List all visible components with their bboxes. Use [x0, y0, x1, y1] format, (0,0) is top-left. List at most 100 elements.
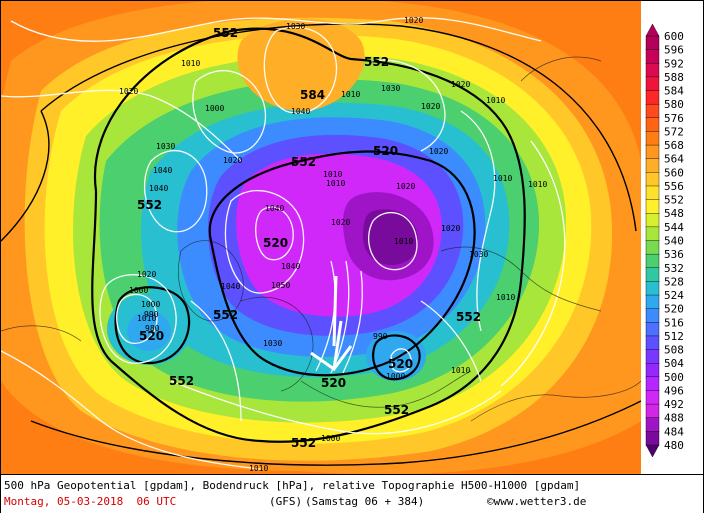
pressure-label: 1020 — [331, 218, 350, 227]
legend-swatch — [645, 267, 660, 283]
contour-label: 520 — [139, 329, 164, 343]
legend-label: 532 — [664, 262, 684, 275]
contour-label: 520 — [388, 357, 413, 371]
coastline-6 — [1, 325, 82, 342]
coastline-2 — [240, 297, 314, 392]
footer-model: (GFS) — [269, 495, 303, 508]
legend-label: 592 — [664, 57, 684, 70]
legend-label: 548 — [664, 207, 684, 220]
legend-label: 560 — [664, 166, 684, 179]
legend-swatch — [645, 349, 660, 364]
pressure-label: 1040 — [291, 107, 310, 116]
legend-label: 528 — [664, 275, 684, 288]
legend-label: 488 — [664, 412, 684, 425]
legend-label: 596 — [664, 44, 684, 57]
pressure-label: 1020 — [429, 147, 448, 156]
contour-label: 520 — [263, 236, 288, 250]
contour-labels: 552 552 552 552 552 552 552 552 552 520 … — [137, 26, 481, 450]
legend-label: 512 — [664, 330, 684, 343]
legend-label: 508 — [664, 344, 684, 357]
contour-536-south — [30, 400, 641, 466]
contour-536-outer — [40, 23, 637, 232]
legend-swatch — [645, 376, 660, 392]
wind-arrow — [310, 275, 353, 372]
pressure-label: 1010 — [486, 96, 505, 105]
pressure-label: 980 — [145, 324, 160, 333]
contour-label: 552 — [291, 155, 316, 169]
footer-date: Montag, 05-03-2018 06 UTC — [4, 495, 177, 508]
pressure-label: 1010 — [326, 179, 345, 188]
legend-swatch — [645, 213, 660, 228]
isobar-3 — [192, 70, 267, 154]
legend-swatch — [645, 103, 660, 119]
legend-label: 536 — [664, 248, 684, 261]
contour-label: 520 — [373, 144, 398, 158]
pressure-label: 1030 — [263, 339, 282, 348]
isobar-16 — [420, 300, 482, 382]
footer-run: (Samstag 06 + 384) — [305, 495, 425, 508]
pressure-label: 1020 — [396, 182, 415, 191]
pressure-label: 1000 — [205, 104, 224, 113]
isobar-6 — [224, 189, 305, 294]
legend-swatch — [645, 294, 660, 310]
coastline-5 — [470, 380, 641, 422]
pressure-label: 1000 — [129, 286, 148, 295]
field-484 — [363, 209, 418, 265]
isobar-18 — [500, 140, 566, 387]
legend-label: 580 — [664, 98, 684, 111]
isobar-7 — [255, 206, 294, 261]
legend-label: 584 — [664, 85, 684, 98]
pressure-label: 1040 — [221, 282, 240, 291]
isobar-4 — [263, 26, 338, 114]
legend-swatch — [645, 199, 660, 214]
legend-swatch — [645, 185, 660, 201]
isobar-1 — [10, 17, 542, 42]
pressure-label: 990 — [373, 332, 388, 341]
contour-label: 520 — [321, 376, 346, 390]
isobar-2 — [1, 89, 242, 162]
legend-swatch — [645, 90, 660, 105]
pressure-label: 1020 — [441, 224, 460, 233]
contour-label: 552 — [169, 374, 194, 388]
legend-swatch — [645, 390, 660, 405]
pressure-label: 1040 — [149, 184, 168, 193]
legend-swatch — [645, 322, 660, 337]
contour-west — [1, 110, 50, 242]
pressure-label: 1010 — [249, 464, 268, 473]
pressure-label: 1020 — [451, 80, 470, 89]
pressure-label: 1010 — [323, 170, 342, 179]
legend-label: 496 — [664, 384, 684, 397]
legend-swatch — [645, 308, 660, 323]
pressure-label: 1050 — [271, 281, 290, 290]
pressure-label: 1000 — [386, 372, 405, 381]
coastline-3 — [300, 370, 472, 408]
legend-swatch — [645, 76, 660, 92]
pressure-label: 1030 — [381, 84, 400, 93]
legend-label: 588 — [664, 71, 684, 84]
legend-label: 504 — [664, 357, 684, 370]
legend-swatch — [645, 363, 660, 378]
contour-label: 552 — [364, 55, 389, 69]
legend-swatch — [645, 63, 660, 78]
legend-label: 540 — [664, 235, 684, 248]
coastline-7 — [520, 56, 602, 82]
field-low-west-inner — [127, 311, 171, 351]
isobar-20 — [370, 59, 446, 152]
legend-label: 556 — [664, 180, 684, 193]
legend-swatch — [645, 403, 660, 419]
contour-label: 552 — [213, 26, 238, 40]
isobar-13 — [99, 274, 177, 364]
legend-swatch — [645, 144, 660, 160]
contour-label: 552 — [137, 198, 162, 212]
isobar-19 — [1, 350, 262, 470]
pressure-label: 1030 — [156, 142, 175, 151]
isobar-21 — [390, 348, 412, 373]
field-low-south — [366, 331, 426, 381]
legend-label: 600 — [664, 30, 684, 43]
legend-swatch — [645, 226, 660, 242]
pressure-label: 990 — [144, 310, 159, 319]
legend-label: 484 — [664, 425, 684, 438]
legend-swatch — [645, 49, 660, 64]
legend-swatch — [645, 253, 660, 269]
legend-label: 516 — [664, 316, 684, 329]
